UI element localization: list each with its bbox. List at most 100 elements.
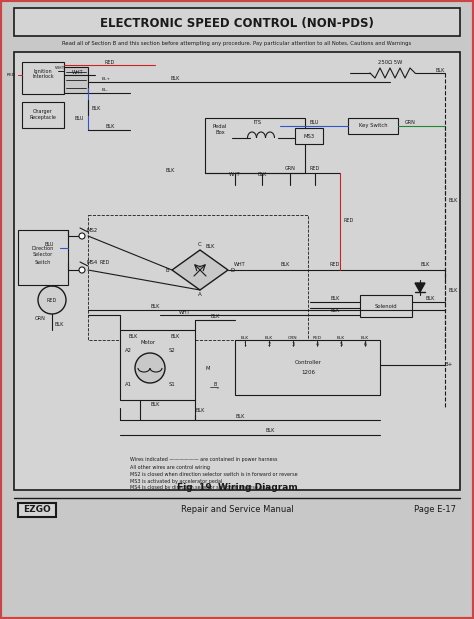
Text: BLK: BLK	[425, 297, 435, 301]
Text: BLK: BLK	[128, 334, 137, 339]
Text: Direction: Direction	[32, 246, 54, 251]
Text: ITS: ITS	[254, 119, 262, 124]
Text: Read all of Section B and this section before attempting any procedure. Pay part: Read all of Section B and this section b…	[63, 41, 411, 46]
Text: Selector: Selector	[33, 253, 53, 258]
Text: D: D	[231, 267, 235, 272]
Text: Solenoid: Solenoid	[374, 303, 397, 308]
Text: BLK: BLK	[170, 77, 180, 82]
Text: BLK: BLK	[195, 407, 205, 412]
Text: EZGO: EZGO	[23, 506, 51, 514]
Circle shape	[79, 233, 85, 239]
Bar	[295, 128, 323, 144]
Text: BLK: BLK	[55, 322, 64, 327]
Text: GRN: GRN	[284, 165, 295, 170]
Text: BLK: BLK	[361, 336, 369, 340]
Text: BLK: BLK	[330, 297, 340, 301]
Text: B+: B+	[445, 363, 453, 368]
Text: B: B	[213, 383, 217, 387]
Text: 1206: 1206	[301, 371, 315, 376]
Text: WHT: WHT	[234, 262, 246, 267]
Text: A1: A1	[125, 383, 131, 387]
Bar	[18, 503, 56, 517]
Text: Fig. 19  Wiring Diagram: Fig. 19 Wiring Diagram	[177, 482, 297, 491]
Text: Switch: Switch	[35, 259, 51, 264]
Text: S2: S2	[169, 347, 175, 352]
Text: C: C	[198, 243, 202, 248]
Text: BLK: BLK	[235, 415, 245, 420]
Bar	[205, 118, 305, 173]
Text: BLU: BLU	[310, 119, 319, 124]
Text: MS4 is closed by direction selector switch in reverse only: MS4 is closed by direction selector swit…	[130, 485, 270, 490]
Text: Wires indicated —————— are contained in power harness: Wires indicated —————— are contained in …	[130, 457, 277, 462]
Text: A: A	[198, 293, 202, 298]
Text: Box: Box	[215, 131, 225, 136]
Text: BLK: BLK	[92, 105, 101, 111]
Text: All other wires are control wiring: All other wires are control wiring	[130, 464, 210, 469]
Text: MS3: MS3	[303, 134, 315, 139]
Bar	[235, 340, 380, 395]
Text: B: B	[165, 267, 169, 272]
Text: S1: S1	[169, 383, 175, 387]
Text: BLK: BLK	[330, 308, 340, 313]
Circle shape	[38, 286, 66, 314]
Text: BLK: BLK	[265, 428, 275, 433]
Bar	[22, 62, 64, 94]
Text: MS2: MS2	[86, 228, 98, 233]
Text: BLK: BLK	[435, 67, 445, 72]
Text: 6: 6	[364, 342, 366, 347]
Text: Page E-17: Page E-17	[414, 506, 456, 514]
Text: WHT: WHT	[72, 69, 84, 74]
Text: BLK: BLK	[449, 287, 458, 293]
Text: Repair and Service Manual: Repair and Service Manual	[181, 506, 293, 514]
Text: RED: RED	[344, 217, 354, 222]
Text: Pedal: Pedal	[213, 124, 227, 129]
Text: RED: RED	[312, 336, 321, 340]
Text: 250Ω 5W: 250Ω 5W	[378, 59, 402, 64]
Bar	[88, 215, 308, 340]
Circle shape	[135, 353, 165, 383]
Text: 3: 3	[292, 342, 294, 347]
Text: ORN: ORN	[288, 336, 298, 340]
Text: BLK: BLK	[205, 243, 215, 248]
Text: RED: RED	[7, 73, 16, 77]
Text: MS3 is activated by accelerator pedal: MS3 is activated by accelerator pedal	[130, 478, 222, 483]
Text: BLK: BLK	[165, 168, 175, 173]
Text: GRN: GRN	[405, 119, 415, 124]
Text: Charger: Charger	[33, 108, 53, 113]
Text: BLK: BLK	[257, 173, 267, 178]
Text: BLK: BLK	[420, 262, 430, 267]
Text: RED: RED	[310, 165, 320, 170]
Text: -: -	[217, 386, 219, 391]
Text: 5: 5	[339, 342, 343, 347]
Polygon shape	[415, 283, 425, 292]
Text: Ignition: Ignition	[34, 69, 52, 74]
Text: BL+: BL+	[102, 77, 111, 81]
Text: 4: 4	[315, 342, 319, 347]
Text: Interlock: Interlock	[32, 74, 54, 79]
Text: BLK: BLK	[150, 305, 160, 310]
Text: RED: RED	[100, 261, 110, 266]
Text: WHT: WHT	[179, 310, 191, 314]
Text: BLU: BLU	[74, 116, 84, 121]
Text: A2: A2	[125, 347, 131, 352]
Text: Key Switch: Key Switch	[359, 124, 387, 129]
Text: WHT: WHT	[55, 66, 65, 70]
Bar	[360, 295, 412, 317]
Text: MS2 is closed when direction selector switch is in forward or reverse: MS2 is closed when direction selector sw…	[130, 472, 298, 477]
Text: ORN: ORN	[35, 316, 46, 321]
Text: BLK: BLK	[210, 314, 219, 319]
Polygon shape	[172, 250, 228, 290]
Bar	[64, 67, 88, 93]
Text: MS4: MS4	[86, 261, 98, 266]
Bar	[14, 8, 460, 36]
Text: BLK: BLK	[105, 124, 115, 129]
Text: BLK: BLK	[280, 262, 290, 267]
Bar	[348, 118, 398, 134]
Bar	[14, 52, 460, 490]
Text: RED: RED	[47, 298, 57, 303]
Text: Motor: Motor	[140, 339, 155, 345]
Text: RED: RED	[330, 262, 340, 267]
Text: BLK: BLK	[170, 334, 180, 339]
Text: BLU: BLU	[45, 243, 54, 248]
Text: BL-: BL-	[102, 88, 109, 92]
